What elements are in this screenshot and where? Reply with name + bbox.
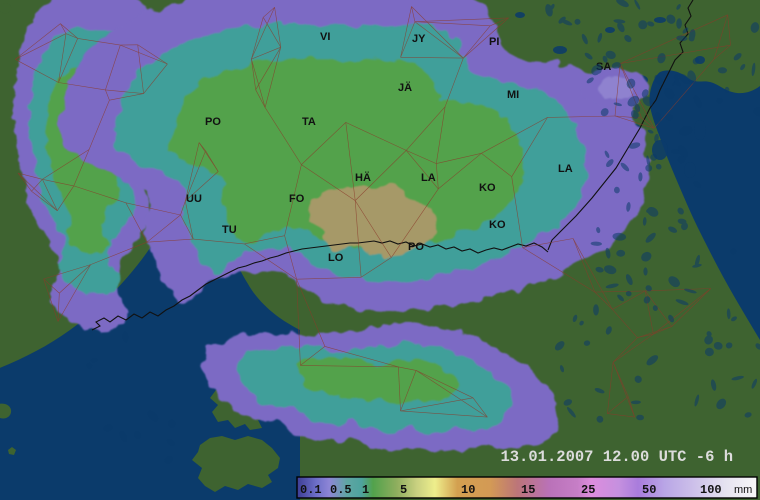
svg-text:PO: PO bbox=[205, 116, 221, 128]
svg-text:5: 5 bbox=[400, 483, 407, 497]
svg-text:LO: LO bbox=[328, 252, 344, 264]
svg-text:LA: LA bbox=[558, 163, 573, 175]
svg-text:HÄ: HÄ bbox=[355, 171, 371, 184]
svg-text:25: 25 bbox=[581, 483, 595, 497]
svg-text:MI: MI bbox=[507, 89, 519, 101]
svg-text:VI: VI bbox=[320, 31, 330, 43]
svg-text:TA: TA bbox=[302, 116, 316, 128]
svg-text:KO: KO bbox=[479, 182, 496, 194]
svg-text:100: 100 bbox=[700, 483, 722, 497]
svg-text:PI: PI bbox=[489, 36, 499, 48]
svg-text:JY: JY bbox=[412, 33, 426, 45]
svg-text:FO: FO bbox=[289, 193, 305, 205]
svg-text:UU: UU bbox=[186, 193, 202, 205]
svg-text:10: 10 bbox=[461, 483, 475, 497]
svg-text:50: 50 bbox=[642, 483, 656, 497]
svg-text:JÄ: JÄ bbox=[398, 81, 412, 94]
svg-text:LA: LA bbox=[421, 172, 436, 184]
svg-text:KO: KO bbox=[489, 219, 506, 231]
svg-text:13.01.2007 12.00 UTC -6 h: 13.01.2007 12.00 UTC -6 h bbox=[500, 448, 733, 466]
svg-text:0.1: 0.1 bbox=[300, 483, 322, 497]
svg-text:PO: PO bbox=[408, 241, 424, 253]
svg-text:1: 1 bbox=[362, 483, 369, 497]
svg-text:0.5: 0.5 bbox=[330, 483, 352, 497]
svg-text:15: 15 bbox=[521, 483, 535, 497]
svg-text:mm: mm bbox=[734, 484, 752, 496]
svg-text:TU: TU bbox=[222, 224, 237, 236]
